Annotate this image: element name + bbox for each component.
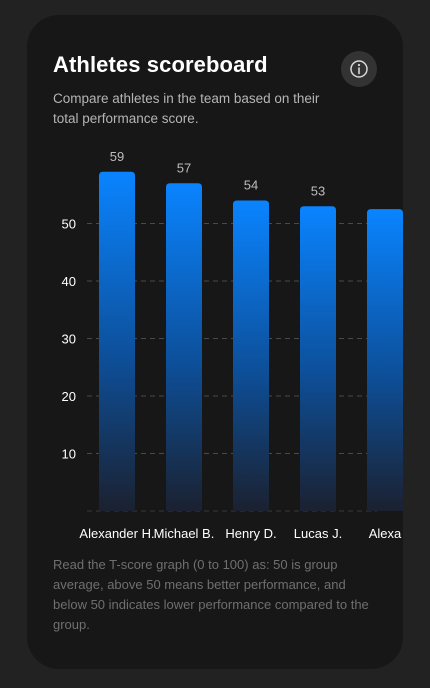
bar-value-label: 57 <box>177 160 191 175</box>
page-title: Athletes scoreboard <box>53 52 268 77</box>
bar-value-label: 59 <box>110 149 124 164</box>
y-tick-label: 20 <box>62 389 76 404</box>
y-tick-label: 50 <box>62 217 76 232</box>
bar-value-label: 53 <box>311 183 325 198</box>
scoreboard-bar-chart: 10 20 30 40 50 59 Alexander H. 57 Michael B. 54 He… <box>62 149 403 541</box>
x-tick-label: Alexander H. <box>79 526 154 541</box>
y-tick-label: 40 <box>62 274 76 289</box>
chart-description: Compare athletes in the team based on th… <box>53 91 320 126</box>
x-tick-label: Lucas J. <box>294 526 342 541</box>
scoreboard-card: Athletes scoreboard Compare athletes in … <box>27 15 403 669</box>
bar-value-label: 54 <box>244 178 258 193</box>
bar <box>367 209 403 511</box>
y-tick-label: 10 <box>62 447 76 462</box>
bar <box>233 200 269 511</box>
bar <box>300 206 336 511</box>
t-score-footnote: Read the T-score graph (0 to 100) as: 50… <box>53 557 369 632</box>
x-tick-label: Alexa <box>369 526 402 541</box>
bar <box>99 171 135 511</box>
x-tick-label: Michael B. <box>154 526 215 541</box>
info-button[interactable] <box>341 51 377 87</box>
y-tick-label: 30 <box>62 332 76 347</box>
bar <box>166 183 202 511</box>
info-icon <box>350 60 368 78</box>
x-tick-label: Henry D. <box>225 526 276 541</box>
